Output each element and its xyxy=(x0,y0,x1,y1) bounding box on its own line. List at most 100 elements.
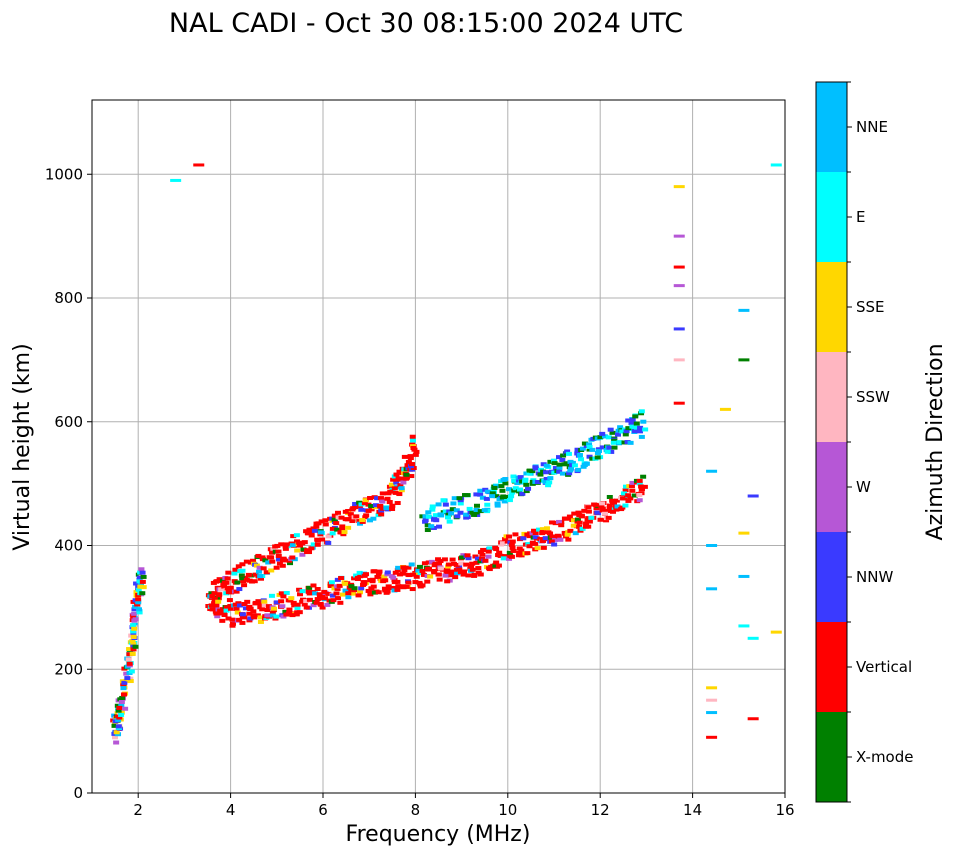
echo-mark xyxy=(228,606,235,611)
echo-mark xyxy=(399,571,406,576)
echo-mark xyxy=(473,560,480,565)
echo-mark xyxy=(516,487,523,492)
echo-mark xyxy=(624,440,631,445)
echo-mark xyxy=(278,542,285,547)
echo-mark xyxy=(278,599,285,604)
echo-mark xyxy=(211,596,218,601)
echo-mark xyxy=(638,484,645,489)
echo-mark xyxy=(463,562,470,567)
echo-mark xyxy=(296,587,303,592)
echo-mark xyxy=(293,533,300,538)
echo-mark xyxy=(315,538,322,543)
echo-mark xyxy=(706,544,718,547)
echo-mark xyxy=(576,520,583,525)
echo-mark xyxy=(229,623,236,628)
echo-mark xyxy=(706,698,718,702)
echo-mark xyxy=(431,570,438,575)
echo-mark xyxy=(424,579,431,584)
echo-mark xyxy=(511,488,518,493)
echo-mark xyxy=(542,480,549,485)
echo-mark xyxy=(477,559,484,564)
y-tick-label: 800 xyxy=(54,289,83,307)
echo-mark xyxy=(551,461,558,466)
echo-mark xyxy=(341,530,348,535)
echo-mark xyxy=(312,591,319,596)
echo-mark xyxy=(211,591,218,596)
echo-mark xyxy=(770,163,782,167)
echo-mark xyxy=(225,616,232,621)
echo-mark xyxy=(408,474,415,479)
echo-mark xyxy=(269,559,276,564)
echo-mark xyxy=(126,649,133,654)
echo-mark xyxy=(543,476,550,481)
echo-mark xyxy=(516,537,523,542)
echo-mark xyxy=(451,496,458,501)
echo-mark xyxy=(636,478,643,483)
echo-mark xyxy=(337,600,344,605)
echo-mark xyxy=(435,572,442,577)
echo-mark xyxy=(372,503,379,508)
echo-mark xyxy=(116,705,123,710)
echo-mark xyxy=(465,573,472,578)
echo-mark xyxy=(553,466,560,471)
echo-mark xyxy=(610,440,617,445)
echo-mark xyxy=(130,629,137,634)
grid-lines xyxy=(92,100,786,794)
echo-mark xyxy=(413,574,420,579)
echo-mark xyxy=(579,526,586,531)
echo-mark xyxy=(138,567,145,572)
echo-mark xyxy=(310,542,317,547)
echo-mark xyxy=(509,539,516,544)
echo-mark xyxy=(570,518,577,523)
echo-mark xyxy=(770,630,782,634)
colorbar-category-label: W xyxy=(856,478,871,496)
echo-mark xyxy=(481,508,488,513)
echo-mark xyxy=(636,498,643,503)
echo-mark xyxy=(237,569,244,574)
colorbar-segment xyxy=(816,82,847,172)
echo-mark xyxy=(450,501,457,506)
echo-mark xyxy=(425,567,432,572)
echo-mark xyxy=(219,578,226,583)
colorbar-label: Azimuth Direction xyxy=(923,343,948,540)
echo-mark xyxy=(706,587,718,591)
echo-mark xyxy=(747,494,759,498)
echo-mark xyxy=(394,587,401,592)
echo-mark xyxy=(319,605,326,610)
echo-mark xyxy=(120,692,127,697)
echo-mark xyxy=(362,498,369,503)
echo-mark xyxy=(638,487,645,492)
echo-mark xyxy=(339,592,346,597)
echo-mark xyxy=(583,461,590,466)
colorbar-category-label: X-mode xyxy=(856,748,913,766)
echo-mark xyxy=(501,499,508,504)
echo-mark xyxy=(424,523,431,528)
echo-mark xyxy=(327,583,334,588)
echo-mark xyxy=(551,542,558,547)
echo-mark xyxy=(627,496,634,501)
echo-mark xyxy=(417,571,424,576)
echo-mark xyxy=(532,465,539,470)
echo-mark xyxy=(264,607,271,612)
echo-mark xyxy=(421,561,428,566)
echo-mark xyxy=(262,558,269,563)
echo-mark xyxy=(278,591,285,596)
echo-mark xyxy=(413,449,420,454)
echo-mark xyxy=(621,496,628,501)
echo-mark xyxy=(139,579,146,584)
echo-mark xyxy=(614,504,621,509)
echo-mark xyxy=(228,590,235,595)
echo-mark xyxy=(283,590,290,595)
echo-mark xyxy=(118,712,125,717)
echo-mark xyxy=(223,608,230,613)
echo-mark xyxy=(351,586,358,591)
echo-mark xyxy=(592,502,599,507)
echo-mark xyxy=(518,553,525,558)
echo-mark xyxy=(506,498,513,503)
x-tick-label: 8 xyxy=(411,801,421,819)
echo-mark xyxy=(390,477,397,482)
echo-mark xyxy=(122,706,129,711)
echo-mark xyxy=(130,647,137,652)
echo-mark xyxy=(611,438,618,443)
